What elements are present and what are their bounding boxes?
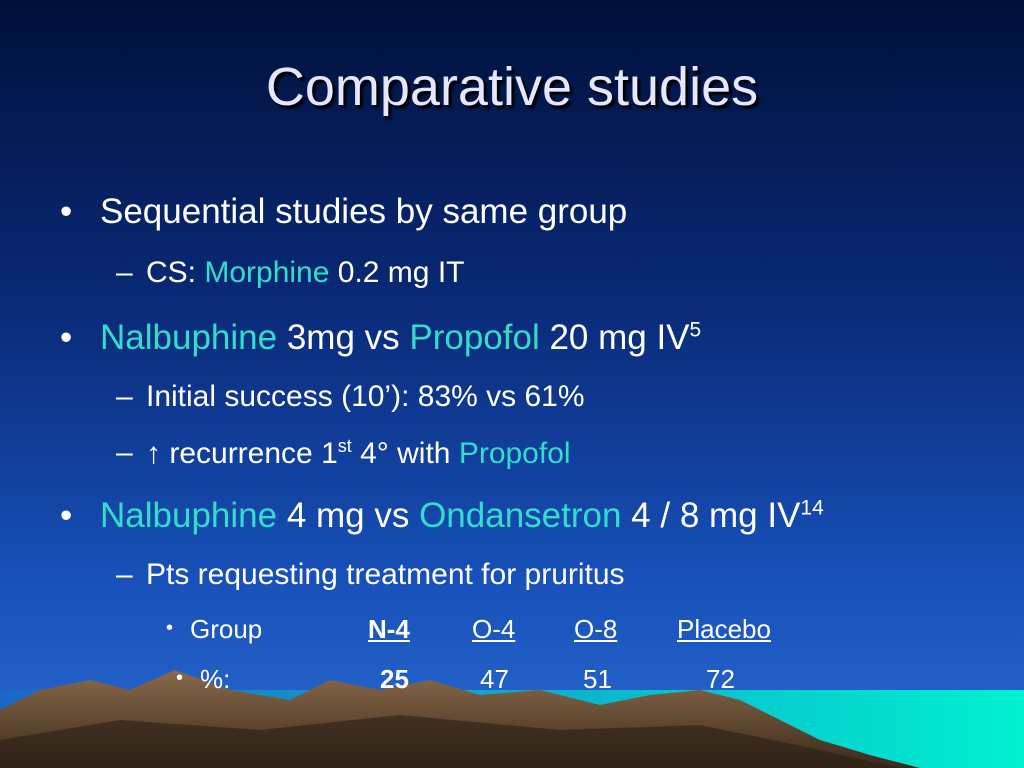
text: ↑ recurrence 1: [146, 437, 338, 470]
table-cell: Group: [166, 614, 262, 645]
text: Pts requesting treatment for pruritus: [146, 558, 625, 591]
text: Ondansetron: [419, 496, 622, 535]
title: Comparative studies: [265, 57, 759, 117]
text: 0.2 mg IT: [329, 256, 465, 289]
text: 4 / 8 mg IV: [621, 496, 801, 535]
text: 3mg vs: [277, 318, 410, 357]
table-cell: O-4: [472, 614, 516, 644]
table-cell: 47: [480, 664, 509, 694]
sub-bullet: Initial success (10’): 83% vs 61%: [116, 380, 585, 414]
text: Initial success (10’): 83% vs 61%: [146, 380, 585, 413]
bullet: Sequential studies by same group: [60, 192, 628, 232]
text: Propofol: [458, 437, 571, 470]
bullet: Nalbuphine 4 mg vs Ondansetron 4 / 8 mg …: [60, 496, 824, 536]
sub-bullet: ↑ recurrence 1st 4° with Propofol: [116, 436, 571, 471]
bullet: Nalbuphine 3mg vs Propofol 20 mg IV5: [60, 318, 702, 358]
table-cell: Placebo: [677, 614, 771, 644]
text: Propofol: [409, 318, 540, 357]
text: Nalbuphine: [100, 318, 278, 357]
sub-bullet: CS: Morphine 0.2 mg IT: [116, 256, 465, 290]
table-cell: %:: [176, 664, 231, 695]
text: Nalbuphine: [100, 496, 278, 535]
sub-bullet: Pts requesting treatment for pruritus: [116, 558, 625, 592]
text: Morphine: [204, 256, 330, 289]
table-cell: O-8: [574, 614, 618, 644]
text: 5: [689, 318, 702, 342]
table-cell: 51: [583, 664, 612, 694]
text: Sequential studies by same group: [100, 192, 628, 231]
text: 14: [800, 496, 824, 520]
text: st: [337, 436, 352, 456]
text: 20 mg IV: [539, 318, 690, 357]
table-cell: 72: [706, 664, 735, 694]
table-cell: 25: [380, 664, 409, 694]
text: 4 mg vs: [277, 496, 420, 535]
text: 4° with: [351, 437, 459, 470]
table-cell: N-4: [368, 614, 410, 644]
text: CS:: [146, 256, 205, 289]
